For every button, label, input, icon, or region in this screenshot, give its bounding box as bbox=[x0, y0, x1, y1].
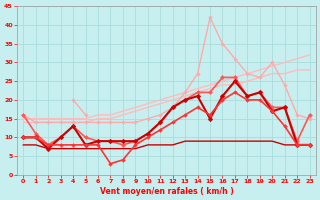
X-axis label: Vent moyen/en rafales ( km/h ): Vent moyen/en rafales ( km/h ) bbox=[100, 187, 233, 196]
